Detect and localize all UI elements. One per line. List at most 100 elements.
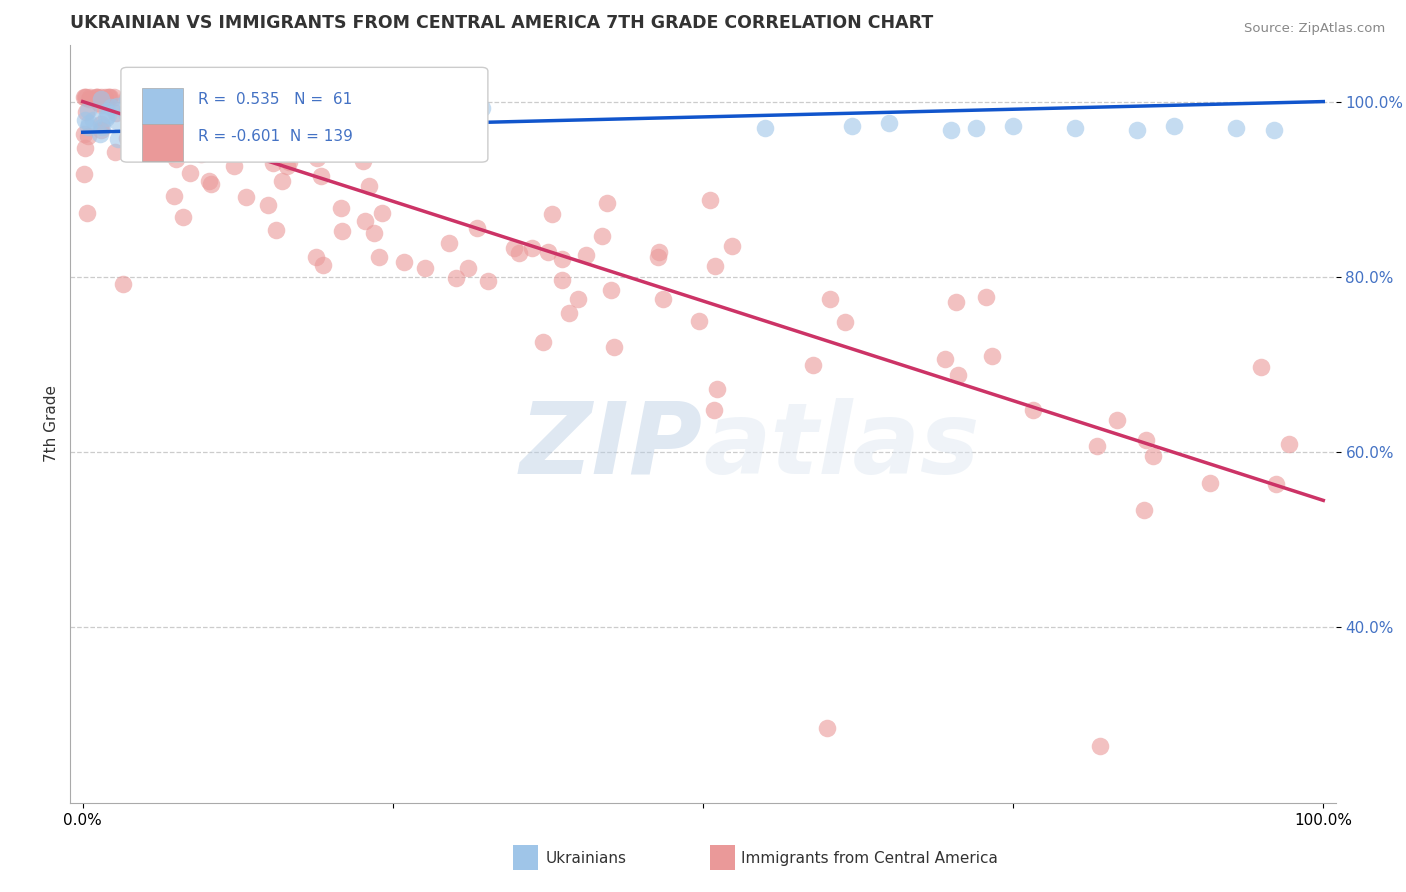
Point [127, 121, 149, 136]
Point [965, 120, 987, 135]
Point [122, 116, 145, 130]
Point [200, 177, 222, 191]
Point [131, 113, 153, 128]
Point [537, 244, 560, 259]
Point [222, 159, 245, 173]
Point [117, 93, 139, 107]
Point [73, 113, 96, 128]
Point [934, 352, 956, 367]
Point [156, 137, 179, 152]
Point [471, 101, 494, 115]
Point [97, 108, 120, 122]
FancyBboxPatch shape [121, 68, 488, 162]
Text: R = -0.601  N = 139: R = -0.601 N = 139 [198, 128, 353, 144]
Point [98, 90, 121, 104]
Point [302, 98, 325, 112]
Point [127, 128, 149, 142]
Point [90, 90, 112, 104]
Point [596, 196, 619, 211]
Point [253, 119, 276, 133]
Point [356, 116, 378, 130]
Point [444, 271, 467, 285]
Point [75, 105, 97, 120]
Point [818, 293, 841, 307]
Point [1250, 360, 1272, 375]
Point [75, 141, 97, 155]
Point [409, 103, 432, 118]
Point [94, 111, 117, 125]
Point [295, 128, 318, 143]
Point [150, 133, 173, 147]
Point [180, 128, 202, 143]
Point [945, 294, 967, 309]
Point [73, 90, 96, 104]
Point [73, 127, 96, 141]
Point [271, 96, 294, 111]
Point [91, 120, 114, 135]
Point [105, 99, 128, 113]
Point [312, 258, 335, 272]
Point [1002, 119, 1025, 133]
Point [103, 145, 125, 159]
Point [1265, 477, 1288, 491]
Point [1263, 122, 1285, 136]
Point [246, 132, 269, 146]
Point [1107, 413, 1129, 427]
Point [801, 358, 824, 372]
Point [89, 127, 111, 141]
Point [162, 189, 184, 203]
Point [86, 90, 108, 104]
Point [1085, 439, 1108, 453]
Point [357, 178, 380, 193]
Point [503, 241, 526, 255]
Point [235, 190, 257, 204]
Point [558, 306, 581, 320]
Point [160, 147, 183, 161]
Point [77, 92, 100, 106]
Point [214, 90, 236, 104]
Point [246, 103, 269, 118]
Point [82, 112, 104, 127]
Point [1199, 475, 1222, 490]
Point [278, 154, 301, 169]
Point [129, 90, 152, 104]
Point [120, 100, 142, 114]
Point [90, 123, 112, 137]
Point [201, 90, 224, 104]
Point [100, 100, 122, 114]
Point [180, 113, 202, 128]
Point [706, 383, 728, 397]
Point [1135, 433, 1157, 447]
Point [156, 92, 179, 106]
Point [75, 90, 97, 104]
Point [172, 210, 194, 224]
Point [508, 246, 530, 260]
Point [165, 152, 187, 166]
Point [250, 124, 273, 138]
Point [177, 113, 200, 128]
Point [401, 111, 423, 125]
Point [76, 205, 98, 219]
Point [77, 115, 100, 129]
Point [720, 239, 742, 253]
Point [139, 97, 162, 112]
Point [235, 109, 257, 123]
Point [135, 95, 157, 109]
Point [238, 103, 260, 118]
Point [179, 166, 201, 180]
Point [541, 207, 564, 221]
Point [1088, 739, 1111, 753]
Point [354, 110, 377, 124]
Point [600, 283, 623, 297]
Point [1133, 503, 1156, 517]
Text: R =  0.535   N =  61: R = 0.535 N = 61 [198, 93, 353, 107]
Point [90, 117, 112, 131]
Point [242, 136, 264, 151]
Point [877, 116, 900, 130]
Point [531, 334, 554, 349]
Point [392, 255, 415, 269]
Text: Ukrainians: Ukrainians [546, 851, 627, 865]
Point [93, 90, 115, 104]
Point [86, 90, 108, 104]
Point [946, 368, 969, 383]
